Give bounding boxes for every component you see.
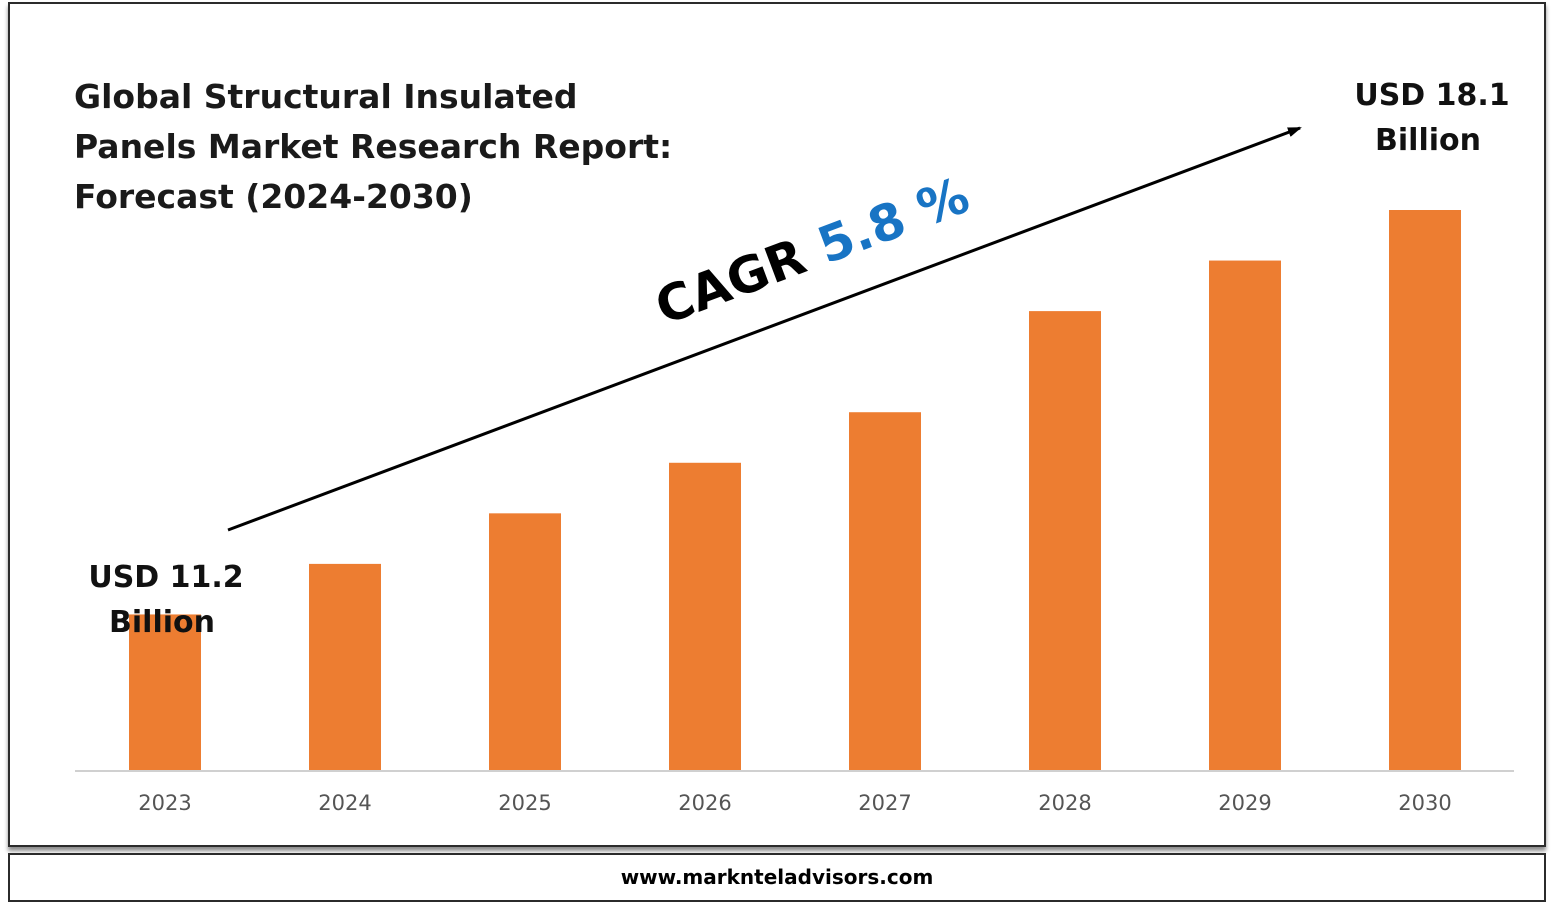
x-tick-labels: 2023 2024 2025 2026 2027 2028 2029 2030 (138, 791, 1451, 815)
x-tick-2029: 2029 (1218, 791, 1271, 815)
x-tick-2027: 2027 (858, 791, 911, 815)
x-tick-2030: 2030 (1398, 791, 1451, 815)
x-tick-2026: 2026 (678, 791, 731, 815)
bar-2029 (1209, 260, 1281, 770)
start-value-label-line-2: Billion (109, 605, 215, 640)
title-line-2: Panels Market Research Report: (74, 127, 673, 166)
bar-2030 (1389, 210, 1461, 770)
start-value-label-line-1: USD 11.2 (88, 560, 243, 595)
end-value-label-line-1: USD 18.1 (1354, 78, 1509, 113)
x-tick-2025: 2025 (498, 791, 551, 815)
bars-group (129, 210, 1461, 770)
x-tick-2024: 2024 (318, 791, 371, 815)
x-tick-2023: 2023 (138, 791, 191, 815)
bar-2027 (849, 412, 921, 770)
footer: www.marknteladvisors.com (8, 853, 1546, 902)
website-text: www.marknteladvisors.com (620, 865, 934, 889)
bar-2023 (129, 614, 201, 770)
chart-title: Global Structural Insulated Panels Marke… (74, 72, 674, 222)
bar-2028 (1029, 311, 1101, 770)
bar-chart: 2023 2024 2025 2026 2027 2028 2029 2030 CAGR 5.… (75, 78, 1514, 815)
bar-2026 (669, 462, 741, 770)
x-tick-2028: 2028 (1038, 791, 1091, 815)
chart-frame (8, 2, 1546, 847)
title-line-3: Forecast (2024-2030) (74, 177, 473, 216)
bar-2024 (309, 563, 381, 770)
title-line-1: Global Structural Insulated (74, 77, 578, 116)
end-value-label-line-2: Billion (1375, 123, 1481, 158)
bar-2025 (489, 513, 561, 770)
cagr-arrow (227, 126, 1302, 532)
